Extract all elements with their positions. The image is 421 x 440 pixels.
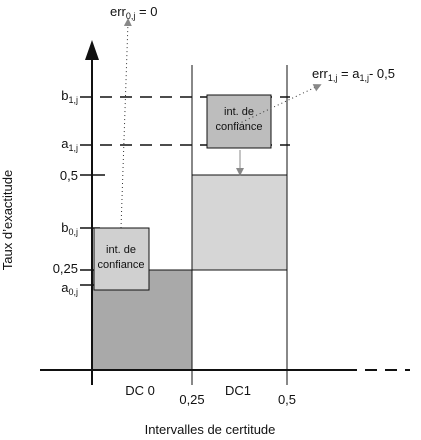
annotation-sub: 1,j (328, 73, 338, 83)
annotation-sub: 0,j (126, 11, 136, 21)
y-arrow (85, 40, 99, 60)
y-label: b1,j (61, 88, 78, 105)
annotation-part: err (110, 4, 127, 19)
annotation: err1,j = a1,j- 0,5 (312, 66, 395, 83)
dc1-lower (191, 269, 288, 371)
dc1-area (191, 174, 288, 271)
x-label: 0,25 (179, 392, 204, 407)
y-label: a0,j (61, 280, 78, 297)
label-base: a (61, 280, 69, 295)
y-label: 0,25 (53, 261, 78, 276)
label-base: 0,25 (53, 261, 78, 276)
label-sub: 0,j (68, 227, 78, 237)
label-base: b (61, 220, 68, 235)
y-label: b0,j (61, 220, 78, 237)
y-label: 0,5 (60, 168, 78, 183)
box-text: confiance (215, 121, 262, 133)
label-sub: 1,j (68, 95, 78, 105)
annotation-part: = a (337, 66, 360, 81)
x-label: DC 0 (125, 383, 155, 398)
box (206, 94, 272, 149)
annotation: err0,j = 0 (110, 4, 157, 21)
x-label: DC1 (225, 383, 251, 398)
annotation-part: = 0 (135, 4, 157, 19)
box (93, 227, 150, 291)
x-label: 0,5 (278, 392, 296, 407)
box-text: confiance (97, 259, 144, 271)
label-base: a (61, 136, 69, 151)
label-sub: 0,j (68, 287, 78, 297)
box-text: int. de (106, 244, 136, 256)
label-sub: 1,j (68, 143, 78, 153)
annotation-sub: 1,j (359, 73, 369, 83)
pointer (237, 84, 322, 125)
x-title: Intervalles de certitude (145, 422, 276, 437)
pointer (120, 18, 132, 229)
label-base: b (61, 88, 68, 103)
label-base: 0,5 (60, 168, 78, 183)
y-label: a1,j (61, 136, 78, 153)
y-title: Taux d’exactitude (0, 170, 15, 270)
box-text: int. de (224, 106, 254, 118)
annotation-part: err (312, 66, 329, 81)
annotation-part: - 0,5 (369, 66, 395, 81)
